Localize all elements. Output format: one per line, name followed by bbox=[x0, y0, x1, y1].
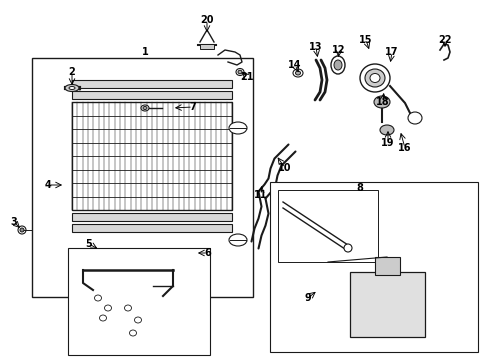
Ellipse shape bbox=[124, 305, 131, 311]
Ellipse shape bbox=[99, 315, 106, 321]
Text: 18: 18 bbox=[376, 97, 390, 107]
Text: 6: 6 bbox=[205, 248, 211, 258]
Ellipse shape bbox=[334, 60, 342, 70]
Text: 22: 22 bbox=[438, 35, 452, 45]
Ellipse shape bbox=[143, 107, 147, 109]
Ellipse shape bbox=[141, 105, 149, 111]
Text: 5: 5 bbox=[86, 239, 93, 249]
Text: 8: 8 bbox=[357, 183, 364, 193]
Ellipse shape bbox=[295, 71, 300, 75]
Bar bbox=[72, 224, 232, 232]
Text: 13: 13 bbox=[309, 42, 323, 52]
Text: 21: 21 bbox=[240, 72, 254, 82]
Text: 2: 2 bbox=[69, 67, 75, 77]
Text: 9: 9 bbox=[305, 293, 311, 303]
Ellipse shape bbox=[229, 234, 247, 246]
Text: 4: 4 bbox=[45, 180, 51, 190]
Ellipse shape bbox=[344, 244, 352, 252]
Ellipse shape bbox=[374, 96, 390, 108]
Ellipse shape bbox=[408, 112, 422, 124]
Text: 14: 14 bbox=[288, 60, 302, 70]
Ellipse shape bbox=[360, 64, 390, 92]
Bar bbox=[200, 44, 214, 49]
Text: 17: 17 bbox=[385, 47, 399, 57]
Text: 16: 16 bbox=[398, 143, 412, 153]
Bar bbox=[278, 190, 378, 262]
Bar bbox=[72, 91, 232, 99]
Ellipse shape bbox=[331, 56, 345, 74]
Bar bbox=[375, 257, 400, 275]
Ellipse shape bbox=[95, 295, 101, 301]
Ellipse shape bbox=[365, 69, 385, 87]
Bar bbox=[72, 80, 232, 88]
Text: 3: 3 bbox=[11, 217, 17, 227]
Ellipse shape bbox=[229, 122, 247, 134]
Ellipse shape bbox=[134, 317, 142, 323]
Ellipse shape bbox=[293, 69, 303, 77]
Ellipse shape bbox=[380, 125, 394, 135]
Ellipse shape bbox=[238, 70, 242, 74]
Ellipse shape bbox=[20, 228, 24, 232]
Ellipse shape bbox=[104, 305, 112, 311]
Ellipse shape bbox=[18, 226, 26, 234]
Bar bbox=[72, 213, 232, 221]
Ellipse shape bbox=[129, 330, 137, 336]
Text: 11: 11 bbox=[254, 190, 268, 200]
Bar bbox=[350, 272, 425, 337]
Text: 19: 19 bbox=[381, 138, 395, 148]
Text: 20: 20 bbox=[200, 15, 214, 25]
Text: 10: 10 bbox=[278, 163, 292, 173]
Text: 7: 7 bbox=[190, 102, 196, 112]
Bar bbox=[68, 248, 210, 355]
Bar bbox=[72, 102, 232, 210]
Ellipse shape bbox=[65, 85, 79, 91]
Text: 12: 12 bbox=[332, 45, 346, 55]
Text: 1: 1 bbox=[142, 47, 148, 57]
Ellipse shape bbox=[370, 73, 380, 82]
Ellipse shape bbox=[69, 86, 75, 90]
Bar bbox=[270, 182, 478, 352]
Ellipse shape bbox=[236, 68, 244, 76]
Bar bbox=[32, 58, 253, 297]
Text: 15: 15 bbox=[359, 35, 373, 45]
